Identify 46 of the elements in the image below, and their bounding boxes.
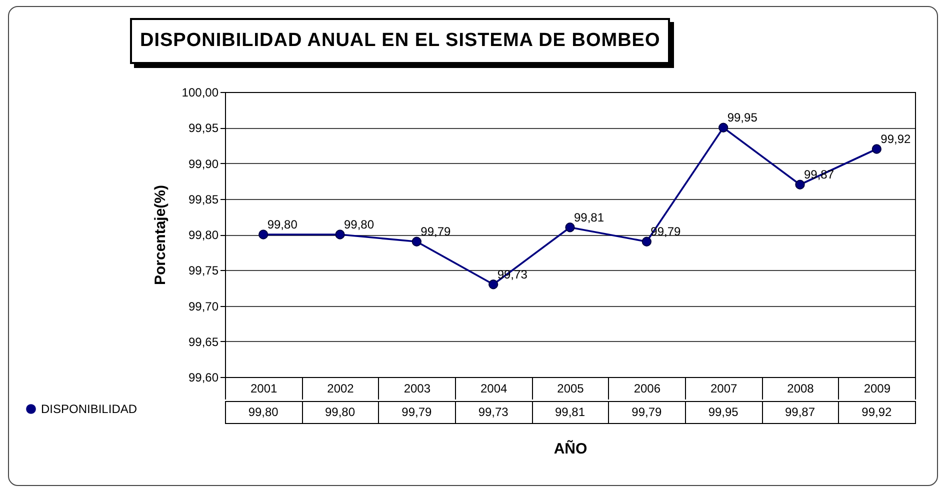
y-tick-label: 99,60 bbox=[188, 370, 219, 384]
x-tick-label: 2007 bbox=[710, 382, 738, 396]
text: 99,80 bbox=[267, 218, 298, 232]
data-label: 99,95 bbox=[708, 405, 739, 419]
x-tick-label: 2001 bbox=[250, 382, 278, 396]
text: 99,79 bbox=[420, 224, 451, 239]
y-tick-label: 99,90 bbox=[188, 156, 219, 171]
text: 99,92 bbox=[880, 132, 911, 146]
data-label: 99,92 bbox=[862, 405, 892, 419]
y-tick-label: 100,00 bbox=[182, 86, 219, 100]
data-label: 99,87 bbox=[784, 405, 816, 419]
point bbox=[335, 230, 345, 240]
point bbox=[258, 230, 268, 240]
point bbox=[795, 180, 805, 190]
y-tick-label: 99,80 bbox=[188, 228, 219, 242]
x-tick-label: 2004 bbox=[480, 382, 508, 396]
chart-title: DISPONIBILIDAD ANUAL EN EL SISTEMA DE BOMBEO bbox=[130, 18, 670, 64]
legend-label: DISPONIBILIDAD bbox=[41, 402, 138, 416]
x-tick-label: 2009 bbox=[864, 382, 891, 396]
text: 99,81 bbox=[574, 210, 604, 224]
y-tick-label: 99,95 bbox=[188, 121, 219, 136]
x-tick-label: 2002 bbox=[327, 382, 354, 396]
x-tick-label: 2005 bbox=[557, 382, 584, 396]
y-tick-label: 99,85 bbox=[188, 192, 219, 206]
data-label: 99,81 bbox=[554, 405, 586, 419]
x-tick-label: 2003 bbox=[404, 382, 431, 396]
point bbox=[872, 144, 882, 154]
y-tick-label: 99,75 bbox=[188, 264, 219, 278]
data-label: 99,80 bbox=[324, 405, 356, 419]
y-tick-label: 99,65 bbox=[188, 334, 219, 349]
point bbox=[412, 236, 422, 246]
data-label: 99,79 bbox=[632, 405, 662, 419]
text: 99,95 bbox=[727, 110, 758, 125]
y-tick-label: 99,70 bbox=[188, 299, 219, 314]
y-axis-title: Porcentaje(%) bbox=[152, 184, 169, 286]
point bbox=[565, 222, 575, 232]
x-axis-title: AÑO bbox=[554, 440, 588, 458]
text: 99,80 bbox=[344, 218, 374, 232]
point bbox=[642, 236, 652, 246]
data-label: 99,73 bbox=[478, 405, 509, 419]
x-tick-label: 2008 bbox=[787, 382, 814, 396]
data-label: 99,79 bbox=[402, 405, 432, 419]
point bbox=[488, 280, 498, 290]
data-label: 99,80 bbox=[248, 405, 279, 419]
x-tick-label: 2006 bbox=[634, 382, 661, 396]
point bbox=[718, 122, 728, 132]
